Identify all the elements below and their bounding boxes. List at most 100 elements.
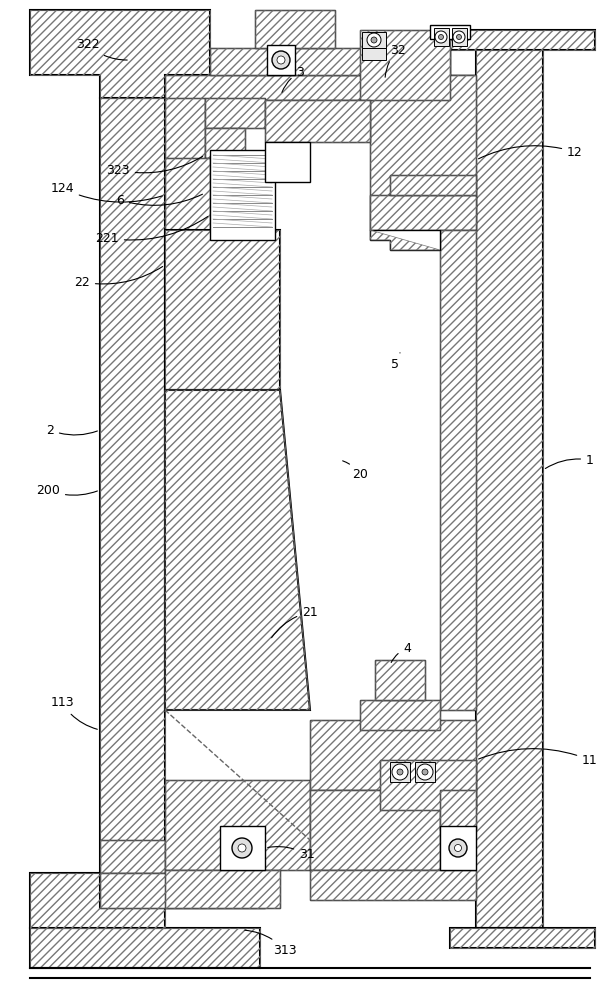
Bar [165, 870, 280, 908]
Bar [100, 840, 165, 873]
Bar [267, 45, 295, 75]
Bar [165, 230, 280, 390]
Text: 32: 32 [385, 43, 406, 77]
Bar [380, 760, 476, 810]
Bar [210, 48, 450, 75]
Bar [165, 98, 205, 288]
Text: 5: 5 [391, 353, 400, 371]
Text: 1: 1 [546, 454, 594, 468]
Text: 221: 221 [95, 217, 208, 244]
Text: 124: 124 [50, 182, 162, 202]
Circle shape [232, 838, 252, 858]
Bar [100, 873, 265, 908]
Text: 313: 313 [245, 930, 297, 956]
Polygon shape [30, 873, 165, 928]
Bar [210, 48, 450, 75]
Circle shape [453, 31, 465, 43]
Bar [165, 98, 205, 288]
Bar [380, 760, 476, 810]
Bar [205, 128, 245, 158]
Bar [370, 75, 476, 230]
Bar [310, 790, 440, 870]
Bar [370, 195, 476, 230]
Bar [362, 48, 386, 60]
Bar [310, 870, 476, 900]
Bar [390, 762, 410, 782]
Bar [440, 790, 476, 830]
Bar [390, 175, 476, 195]
Bar [265, 142, 310, 182]
Bar [310, 870, 476, 900]
Bar [415, 762, 435, 782]
Bar [360, 30, 450, 100]
Bar [205, 128, 245, 158]
Bar [440, 230, 476, 710]
Bar [165, 870, 280, 908]
Bar [165, 780, 310, 870]
Bar [440, 790, 476, 830]
Bar [440, 826, 476, 870]
Text: 21: 21 [272, 605, 318, 638]
Bar [100, 840, 165, 873]
Polygon shape [30, 10, 210, 98]
Bar [100, 98, 165, 873]
Bar [476, 48, 543, 928]
Bar [255, 10, 335, 48]
Bar [255, 10, 335, 48]
Circle shape [277, 56, 285, 64]
Bar [210, 150, 275, 240]
Bar [370, 195, 476, 230]
Text: 6: 6 [116, 194, 202, 207]
Polygon shape [165, 390, 310, 710]
Text: 22: 22 [74, 267, 162, 288]
Bar [30, 928, 260, 968]
Bar [440, 230, 476, 710]
Text: 323: 323 [106, 156, 202, 176]
Text: 12: 12 [478, 145, 583, 159]
Circle shape [435, 31, 447, 43]
Polygon shape [370, 230, 440, 250]
Text: 322: 322 [76, 38, 127, 60]
Bar [165, 75, 475, 100]
Circle shape [456, 34, 461, 39]
Bar [450, 928, 595, 948]
Bar [390, 175, 476, 195]
Text: 113: 113 [50, 696, 97, 729]
Bar [450, 928, 595, 948]
Circle shape [367, 33, 381, 47]
Circle shape [392, 764, 408, 780]
Text: 11: 11 [478, 749, 598, 766]
Bar [310, 720, 476, 790]
Bar [452, 28, 467, 46]
Bar [30, 928, 260, 968]
Bar [476, 48, 543, 928]
Bar [450, 30, 595, 50]
Bar [375, 660, 425, 700]
Bar [165, 158, 210, 240]
Circle shape [449, 839, 467, 857]
Text: 20: 20 [343, 461, 368, 482]
Bar [265, 100, 370, 142]
Bar [310, 790, 440, 870]
Bar [360, 700, 440, 730]
Bar [434, 28, 449, 46]
Bar [265, 100, 370, 142]
Circle shape [371, 37, 377, 43]
Text: 3: 3 [282, 66, 304, 92]
Bar [165, 780, 310, 870]
Circle shape [397, 769, 403, 775]
Bar [360, 700, 440, 730]
Bar [370, 75, 476, 230]
Polygon shape [165, 230, 280, 390]
Bar [165, 158, 210, 240]
Bar [450, 30, 595, 50]
Text: 4: 4 [391, 642, 411, 662]
Bar [310, 720, 476, 790]
Circle shape [454, 844, 461, 852]
Text: 200: 200 [36, 484, 97, 496]
Bar [375, 660, 425, 700]
Bar [362, 32, 386, 48]
Bar [205, 98, 265, 128]
Bar [205, 98, 265, 128]
Circle shape [417, 764, 433, 780]
